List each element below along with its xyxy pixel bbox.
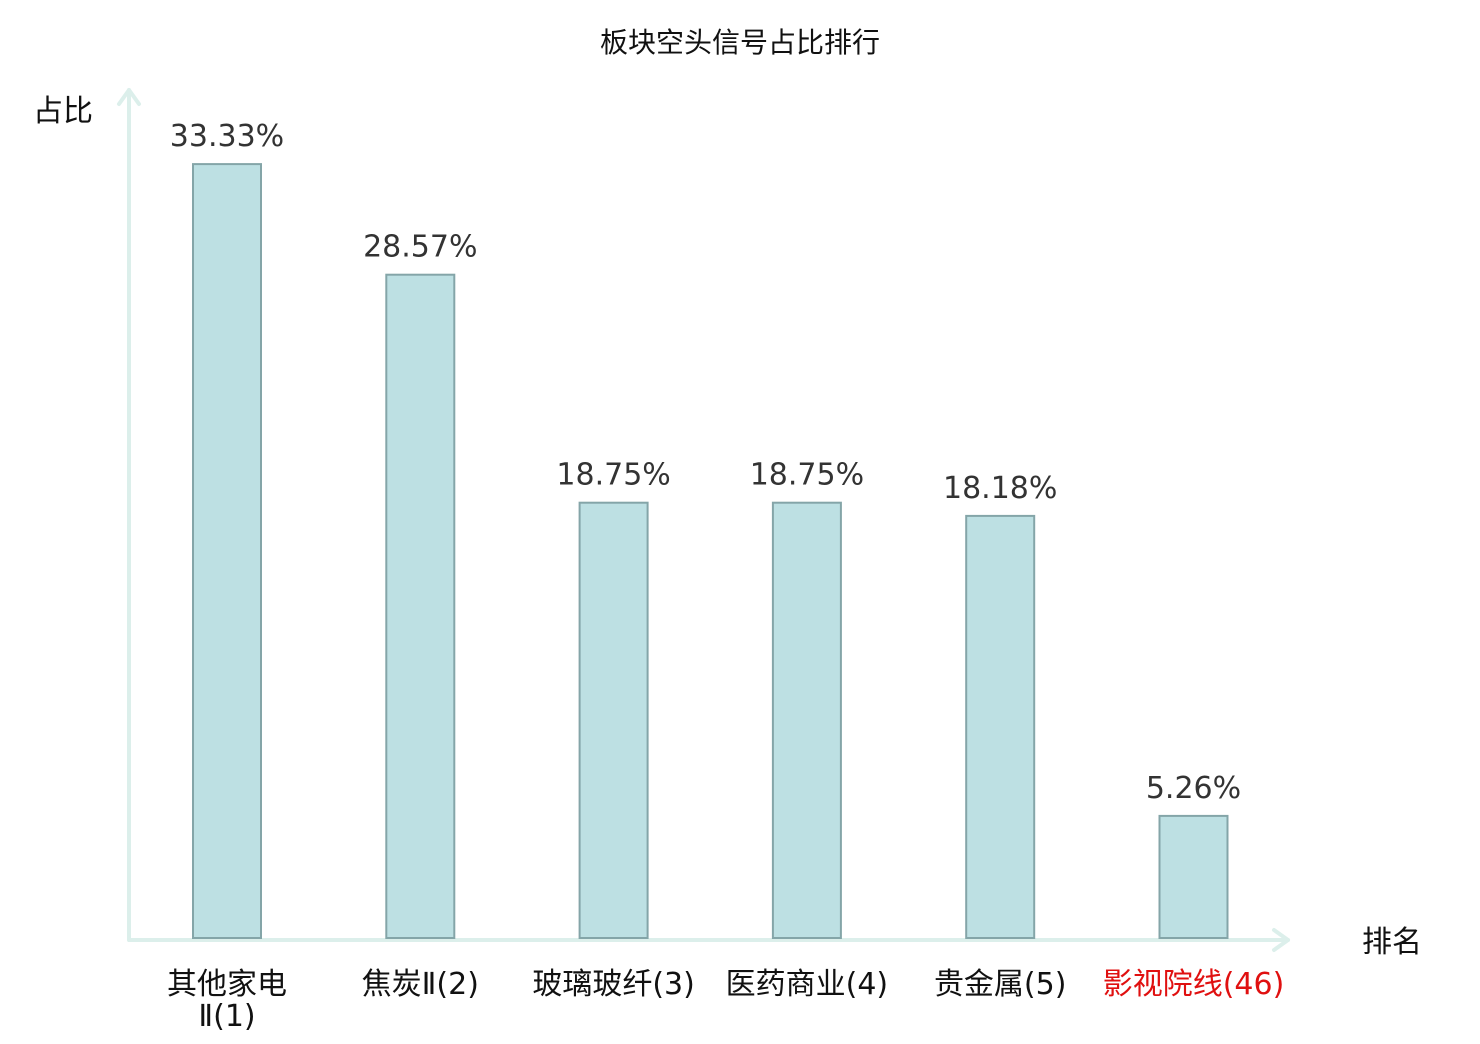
data-label: 33.33%	[170, 119, 284, 154]
bar	[771, 501, 842, 939]
x-tick-label: Ⅱ(1)	[198, 999, 255, 1034]
x-tick-label: 玻璃玻纤(3)	[532, 967, 695, 1002]
x-tick-label: 医药商业(4)	[726, 967, 889, 1002]
y-axis-label: 占比	[33, 94, 93, 129]
data-label: 18.75%	[556, 458, 670, 493]
bar	[965, 514, 1036, 940]
data-label: 28.57%	[363, 230, 477, 265]
chart-title: 板块空头信号占比排行	[600, 26, 880, 59]
bars-group	[192, 163, 1229, 940]
axes	[117, 88, 1290, 952]
x-tick-label: 其他家电	[167, 967, 287, 1002]
data-label: 5.26%	[1146, 771, 1241, 806]
bar	[578, 501, 649, 939]
bar	[1158, 814, 1229, 940]
bar	[192, 163, 262, 940]
value-labels-group: 33.33% 28.57% 18.75% 18.75% 18.18% 5.26%	[170, 119, 1241, 806]
bar	[385, 273, 456, 939]
data-label: 18.18%	[943, 471, 1057, 506]
data-label: 18.75%	[750, 458, 864, 493]
x-tick-label: 贵金属(5)	[934, 967, 1067, 1002]
x-axis-arrow-icon	[1272, 928, 1290, 952]
x-tick-label: 焦炭Ⅱ(2)	[362, 967, 479, 1002]
x-axis-label: 排名	[1362, 925, 1422, 960]
y-axis-arrow-icon	[117, 88, 141, 106]
x-tick-label: 影视院线(46)	[1103, 967, 1285, 1002]
